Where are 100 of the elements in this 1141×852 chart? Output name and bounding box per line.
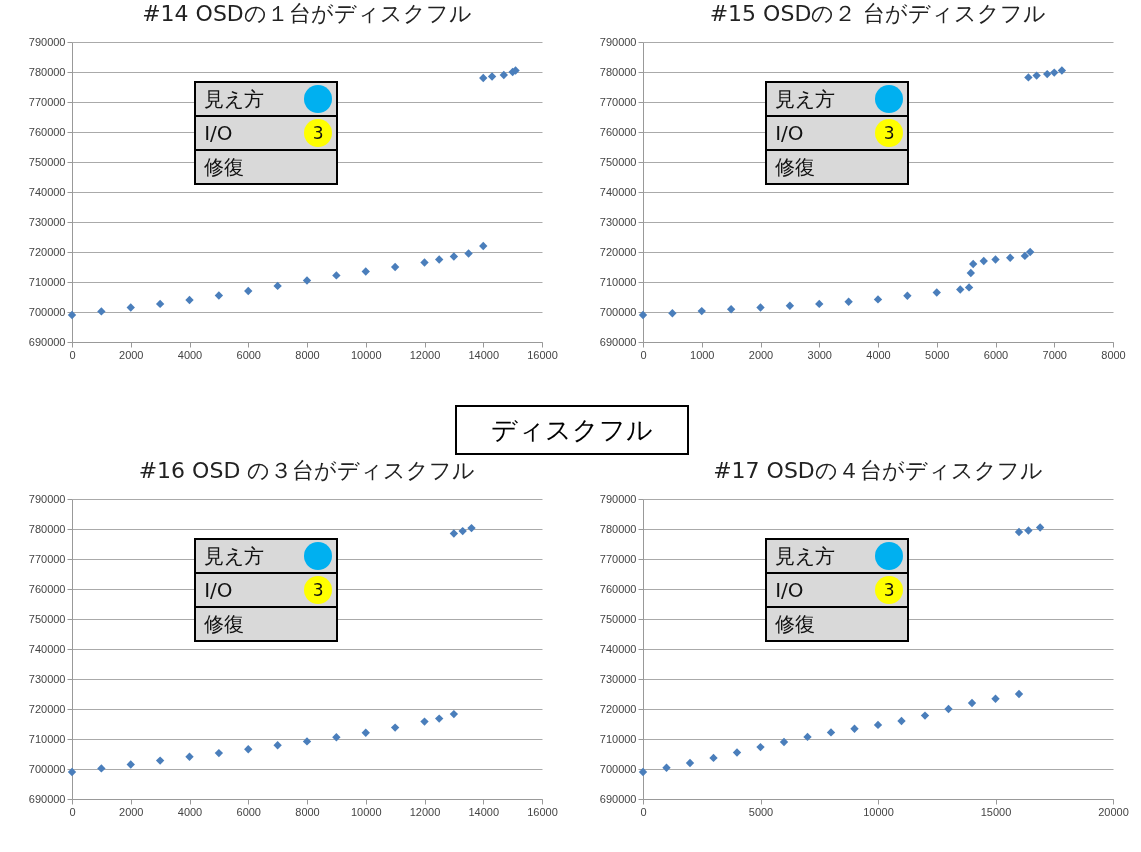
point xyxy=(155,756,165,765)
x-tick-label: 0 xyxy=(640,348,647,361)
y-tick-label: 760000 xyxy=(599,125,637,138)
point xyxy=(302,737,312,746)
annotation: 3 xyxy=(875,119,904,147)
point xyxy=(390,723,400,732)
point xyxy=(815,299,824,309)
annotation: 3 xyxy=(304,119,333,147)
y-tick-label: 740000 xyxy=(599,185,637,198)
y-tick-label: 750000 xyxy=(599,612,637,625)
point xyxy=(1050,68,1059,77)
point xyxy=(964,283,974,292)
point xyxy=(968,259,978,269)
chart-title: #17 OSDの４台がディスクフル xyxy=(713,458,1043,483)
y-tick-label: 750000 xyxy=(28,155,66,168)
annotation: 見え方 xyxy=(775,87,836,111)
x-tick-label: 8000 xyxy=(295,805,320,818)
point xyxy=(844,297,853,306)
y-tick-label: 720000 xyxy=(28,702,66,715)
point xyxy=(97,764,106,773)
y-tick-label: 710000 xyxy=(28,732,66,745)
point xyxy=(785,301,795,310)
x-tick-label: 8000 xyxy=(1101,348,1126,361)
point xyxy=(126,760,135,769)
x-tick-label: 4000 xyxy=(177,348,203,361)
y-tick-label: 740000 xyxy=(28,185,66,198)
y-tick-label: 730000 xyxy=(28,215,66,228)
x-tick-label: 14000 xyxy=(468,348,500,361)
point xyxy=(332,733,341,742)
point xyxy=(826,728,836,737)
x-tick-label: 10000 xyxy=(863,805,894,818)
point xyxy=(779,737,789,747)
y-tick-label: 770000 xyxy=(599,95,637,108)
point xyxy=(390,262,400,272)
y-tick-label: 760000 xyxy=(28,125,66,138)
x-tick-label: 16000 xyxy=(527,348,558,361)
y-tick-label: 790000 xyxy=(28,492,66,505)
y-tick-label: 790000 xyxy=(28,35,66,48)
point xyxy=(726,305,736,314)
point xyxy=(449,529,459,538)
point xyxy=(1032,71,1041,80)
point xyxy=(185,295,194,305)
point xyxy=(435,714,444,723)
y-tick-label: 690000 xyxy=(28,792,66,805)
point xyxy=(435,255,444,264)
chart-title: #16 OSD の３台がディスクフル xyxy=(138,458,476,483)
y-tick-label: 780000 xyxy=(599,65,637,78)
point xyxy=(979,256,988,266)
x-tick-label: 14000 xyxy=(468,805,500,818)
x-tick-label: 10000 xyxy=(350,348,382,361)
annotation: 修復 xyxy=(775,612,816,636)
point xyxy=(873,720,883,730)
annotation: 見え方 xyxy=(775,544,836,568)
y-tick-label: 760000 xyxy=(599,582,637,595)
point xyxy=(638,310,648,320)
point xyxy=(932,288,941,297)
point xyxy=(97,307,106,316)
point xyxy=(1006,253,1015,262)
y-tick-label: 730000 xyxy=(599,672,637,685)
point xyxy=(991,255,1000,264)
y-tick-label: 750000 xyxy=(28,612,66,625)
y-tick-label: 770000 xyxy=(599,552,637,565)
y-tick-label: 710000 xyxy=(599,732,637,745)
annotation: 3 xyxy=(875,576,904,604)
point xyxy=(668,309,677,318)
annotation: 修復 xyxy=(204,155,245,179)
x-tick-label: 0 xyxy=(69,348,76,361)
point xyxy=(244,286,253,296)
y-tick-label: 690000 xyxy=(599,335,637,348)
x-tick-label: 4000 xyxy=(866,348,891,361)
y-tick-label: 750000 xyxy=(599,155,637,168)
point xyxy=(487,72,497,81)
point xyxy=(467,523,476,533)
y-tick-label: 690000 xyxy=(599,792,637,805)
y-tick-label: 700000 xyxy=(28,305,66,318)
annotation: 修復 xyxy=(204,612,245,636)
point xyxy=(464,249,473,258)
y-tick-label: 710000 xyxy=(28,275,66,288)
y-tick-label: 730000 xyxy=(28,672,66,685)
y-tick-label: 790000 xyxy=(599,35,637,48)
point xyxy=(1020,251,1030,261)
point xyxy=(662,763,671,772)
point xyxy=(273,741,282,750)
y-tick-label: 720000 xyxy=(599,702,637,715)
point xyxy=(1024,73,1033,82)
point xyxy=(479,73,488,83)
x-tick-label: 16000 xyxy=(527,805,558,818)
y-tick-label: 720000 xyxy=(599,245,637,258)
point xyxy=(850,724,859,733)
x-tick-label: 2000 xyxy=(119,805,144,818)
point xyxy=(458,526,467,536)
callout-box: ディスクフル xyxy=(455,405,689,455)
chart-title: #14 OSDの１台がディスクフル xyxy=(142,1,472,26)
point xyxy=(214,748,224,758)
point xyxy=(991,694,1000,703)
point xyxy=(873,295,883,304)
y-tick-label: 790000 xyxy=(599,492,637,505)
point xyxy=(756,742,765,752)
point xyxy=(449,252,459,261)
annotation: I/O xyxy=(204,578,233,602)
